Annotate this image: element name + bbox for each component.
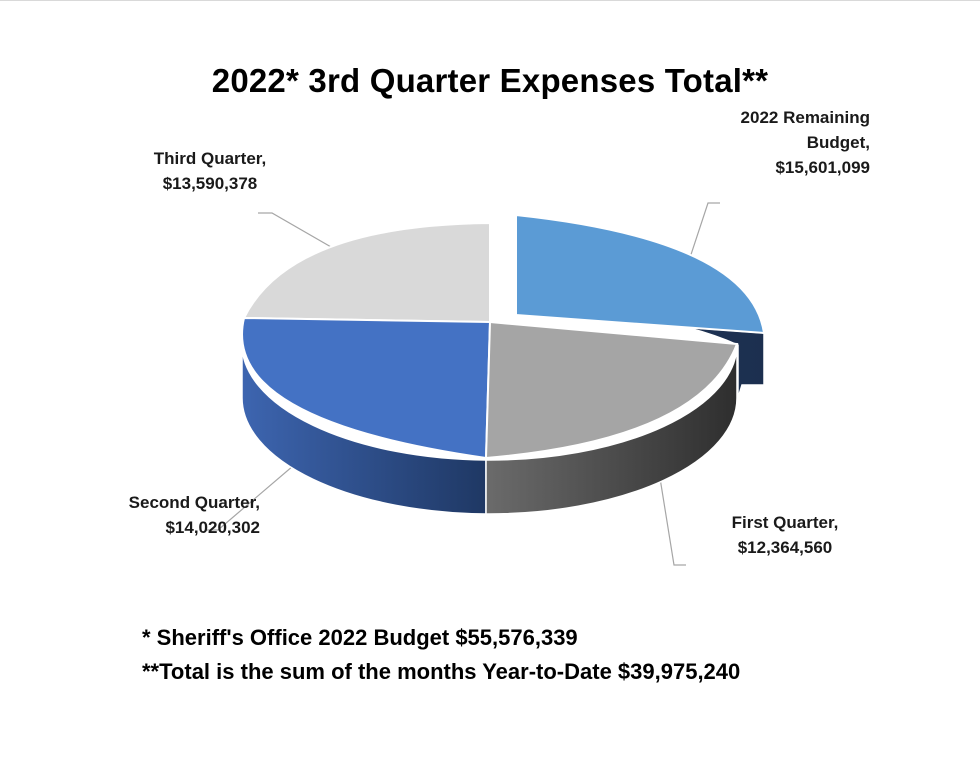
label-third-name: Third Quarter,: [153, 149, 267, 168]
chart-title: 2022* 3rd Quarter Expenses Total**: [211, 62, 769, 99]
label-remaining-value: $15,601,099: [775, 158, 870, 177]
remaining-budget-slice: [515, 213, 766, 335]
label-first-quarter: First Quarter, $12,364,560: [690, 510, 880, 560]
top-border: [0, 0, 980, 1]
footnote-budget: * Sheriff's Office 2022 Budget $55,576,3…: [142, 625, 578, 650]
footnotes: * Sheriff's Office 2022 Budget $55,576,3…: [142, 621, 740, 689]
third-quarter-slice: [242, 221, 491, 324]
first-quarter-side: [485, 343, 738, 515]
label-first-name: First Quarter,: [731, 513, 839, 532]
label-remaining-budget: 2022 Remaining Budget, $15,601,099: [700, 105, 870, 180]
label-remaining-line2: Budget,: [806, 133, 870, 152]
label-first-value: $12,364,560: [737, 538, 833, 557]
second-quarter-slice: [241, 316, 492, 460]
first-quarter-slice: [484, 320, 739, 460]
label-second-value: $14,020,302: [165, 518, 260, 537]
leader-line-second: [205, 459, 301, 531]
footnote-total: **Total is the sum of the months Year-to…: [142, 659, 741, 684]
label-second-quarter: Second Quarter, $14,020,302: [70, 490, 260, 540]
label-third-quarter: Third Quarter, $13,590,378: [110, 146, 310, 196]
leader-line-third: [258, 212, 346, 256]
label-third-value: $13,590,378: [162, 174, 258, 193]
label-remaining-line1: 2022 Remaining: [740, 108, 870, 127]
label-second-name: Second Quarter,: [128, 493, 260, 512]
leader-line-first: [659, 477, 686, 566]
